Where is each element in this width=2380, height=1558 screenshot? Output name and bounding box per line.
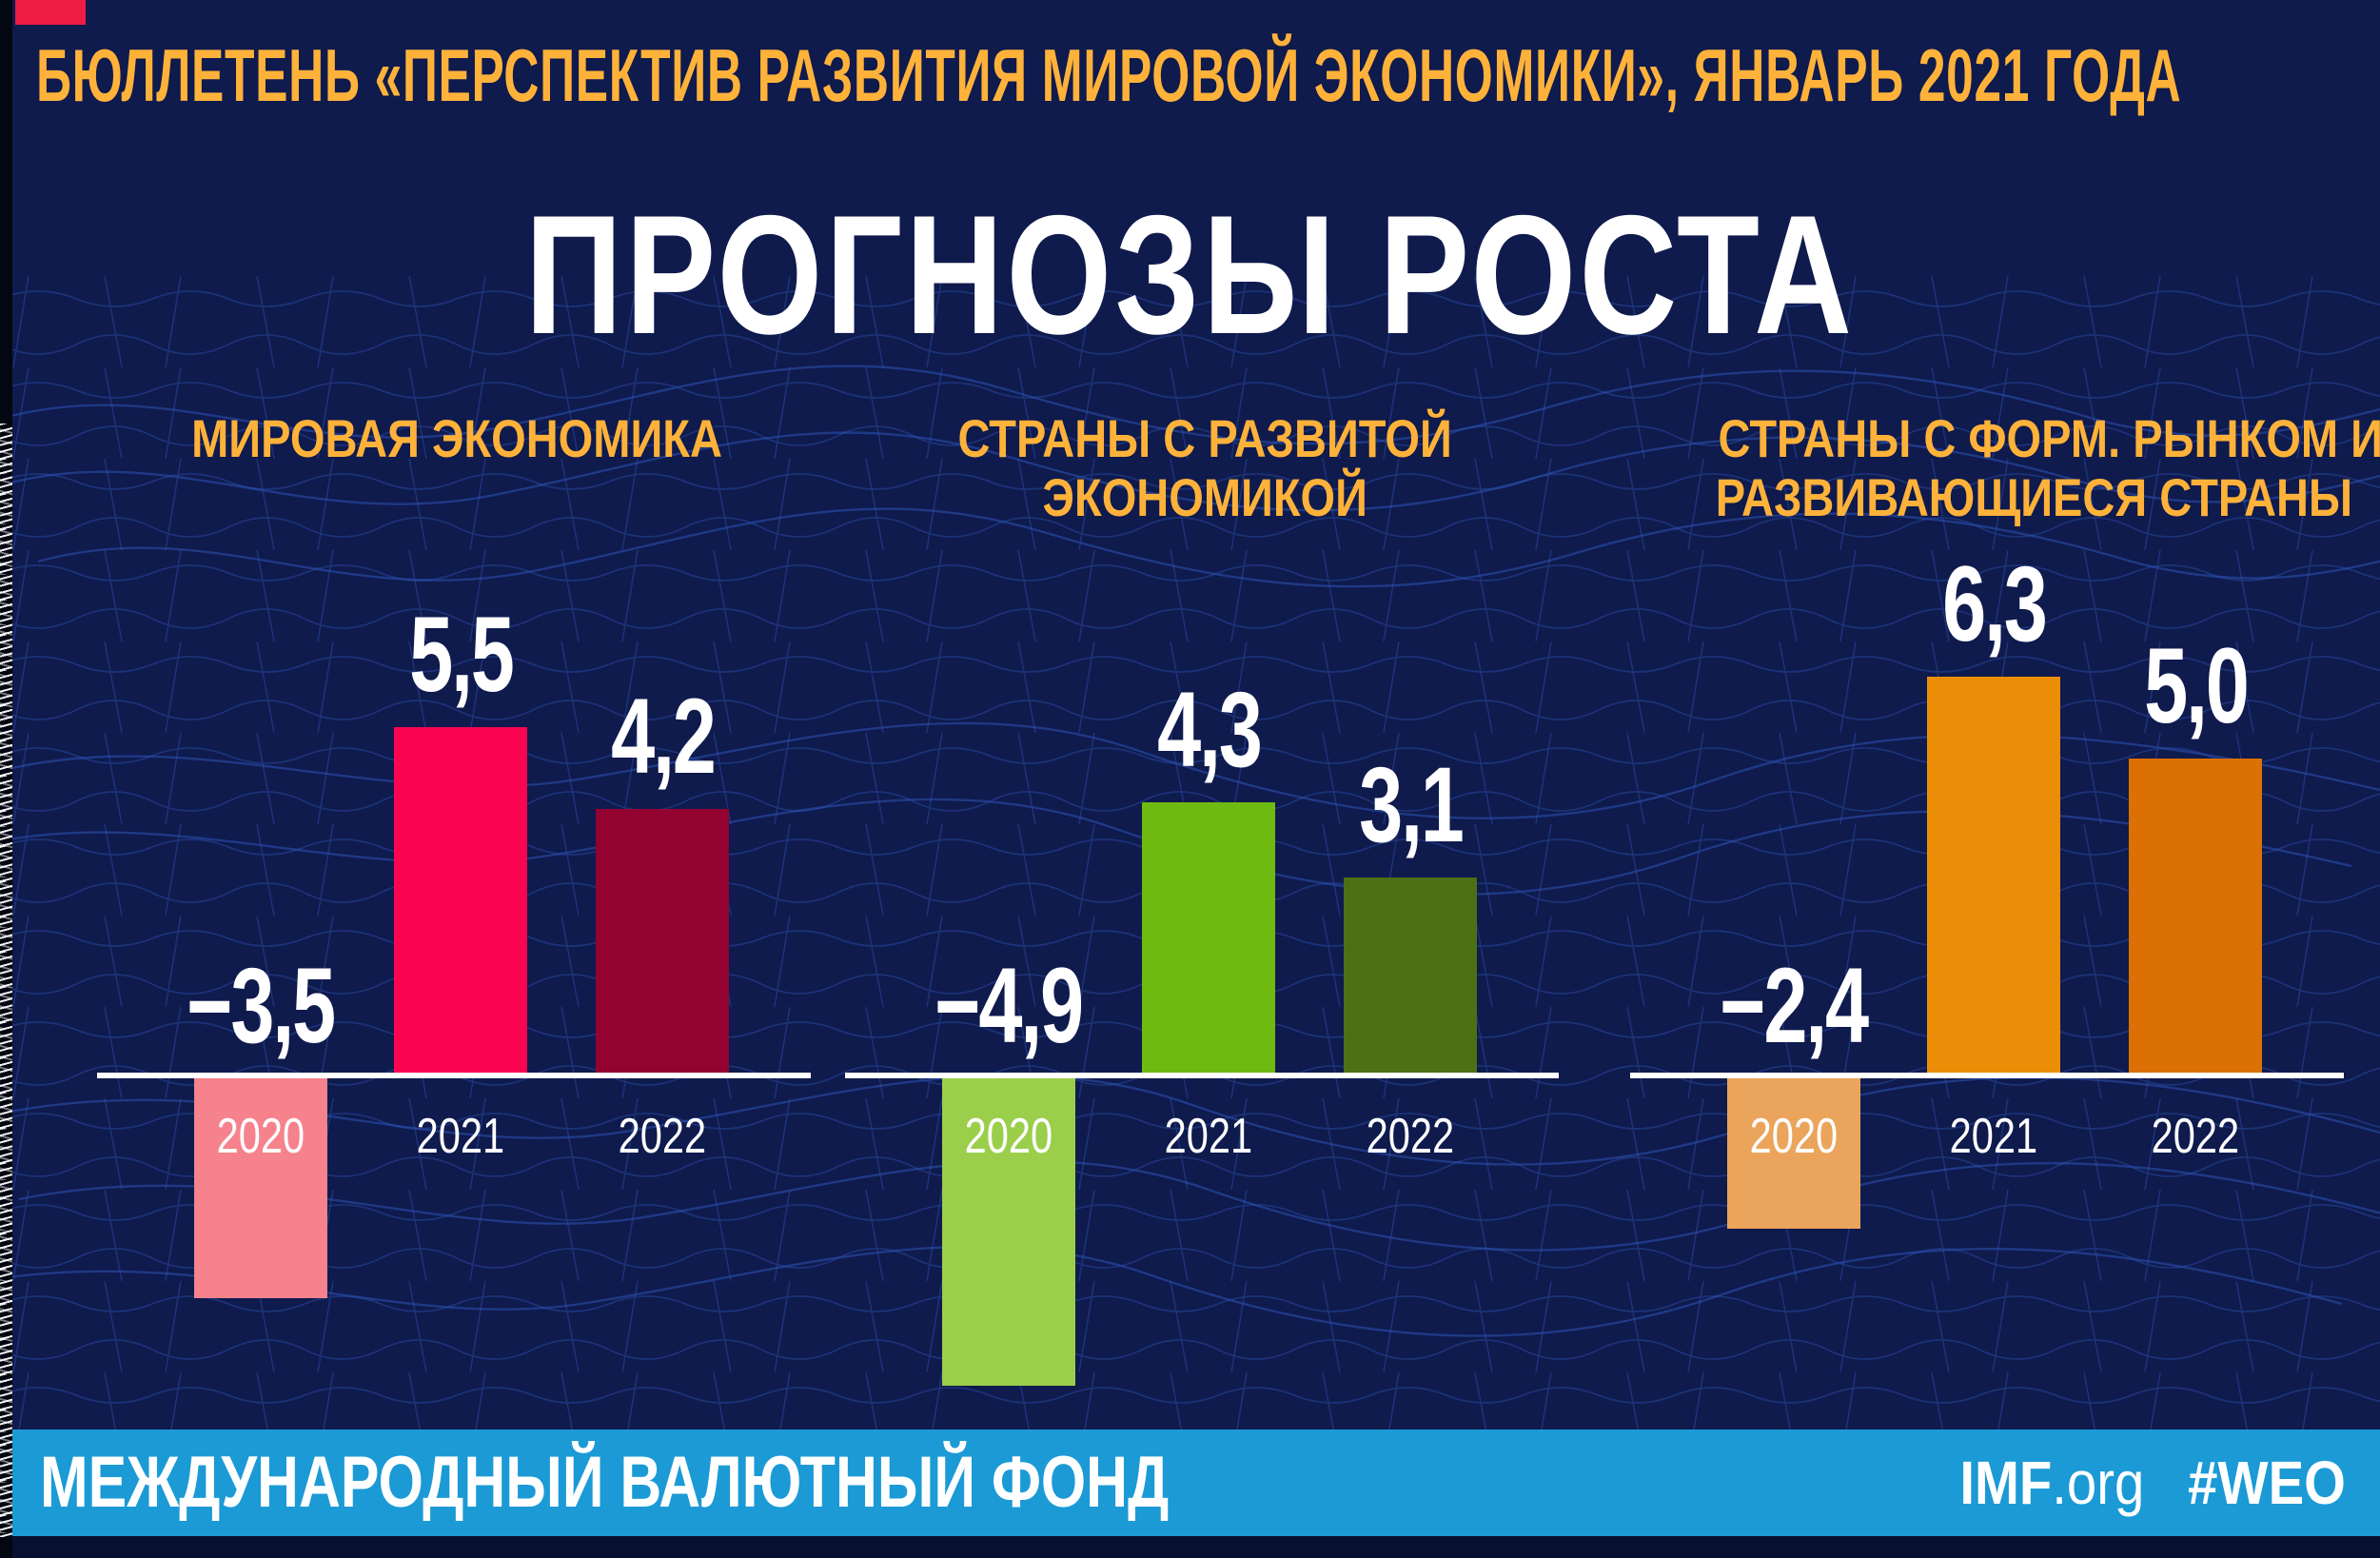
year-label-2021: 2021 bbox=[1949, 1109, 2038, 1164]
bar-2021 bbox=[1142, 802, 1275, 1073]
plot-area: 4,3 3,1 −4,9 bbox=[870, 0, 1541, 1073]
value-label-2020: −3,5 bbox=[187, 946, 337, 1065]
bar-2022 bbox=[1344, 878, 1477, 1073]
imf-org-suffix: .org bbox=[2052, 1449, 2145, 1517]
section-title-line-1: МИРОВАЯ ЭКОНОМИКА bbox=[191, 408, 723, 468]
year-label-2021: 2021 bbox=[416, 1109, 505, 1164]
edge-scratch-marks bbox=[0, 424, 12, 1537]
page-title: ПРОГНОЗЫ РОСТА bbox=[0, 177, 2380, 372]
bar-2022 bbox=[2129, 759, 2262, 1073]
chart-group-world-economy: МИРОВАЯ ЭКОНОМИКА 5,5 4,2 −3,5 2020 2021… bbox=[97, 0, 811, 1558]
section-title: МИРОВАЯ ЭКОНОМИКА bbox=[122, 409, 793, 527]
page-title-text: ПРОГНОЗЫ РОСТА bbox=[524, 180, 1856, 369]
bulletin-line-text: БЮЛЛЕТЕНЬ «ПЕРСПЕКТИВ РАЗВИТИЯ МИРОВОЙ Э… bbox=[36, 33, 2182, 117]
section-title-line-1: СТРАНЫ С ФОРМ. РЫНКОМ И bbox=[1718, 408, 2380, 468]
value-label-2021: 5,5 bbox=[408, 595, 515, 714]
bar-2020 bbox=[194, 1078, 327, 1298]
corner-red-mark bbox=[15, 0, 86, 25]
chart-group-emerging-developing: СТРАНЫ С ФОРМ. РЫНКОМ И РАЗВИВАЮЩИЕСЯ СТ… bbox=[1630, 0, 2380, 1558]
year-label-2022: 2022 bbox=[2151, 1109, 2240, 1164]
footer-links: IMF.org #WEO bbox=[1959, 1430, 2346, 1536]
value-label-2021: 4,3 bbox=[1156, 670, 1263, 790]
section-title: СТРАНЫ С РАЗВИТОЙ ЭКОНОМИКОЙ bbox=[870, 409, 1541, 527]
footer-band: МЕЖДУНАРОДНЫЙ ВАЛЮТНЫЙ ФОНД IMF.org #WEO bbox=[0, 1430, 2380, 1536]
axis-baseline bbox=[97, 1073, 811, 1078]
value-label-2022: 3,1 bbox=[1358, 745, 1465, 865]
bar-2021 bbox=[394, 727, 527, 1073]
value-label-2021: 6,3 bbox=[1941, 544, 2048, 664]
section-title-line-2: ЭКОНОМИКОЙ bbox=[1042, 467, 1368, 527]
bulletin-line: БЮЛЛЕТЕНЬ «ПЕРСПЕКТИВ РАЗВИТИЯ МИРОВОЙ Э… bbox=[36, 32, 2358, 119]
year-label-2020: 2020 bbox=[964, 1109, 1053, 1164]
year-label-2022: 2022 bbox=[618, 1109, 707, 1164]
imf-name: МЕЖДУНАРОДНЫЙ ВАЛЮТНЫЙ ФОНД bbox=[40, 1442, 1170, 1523]
value-label-2022: 4,2 bbox=[610, 676, 717, 796]
year-label-2022: 2022 bbox=[1366, 1109, 1455, 1164]
below-axis-area bbox=[870, 1078, 1541, 1459]
axis-baseline bbox=[1630, 1073, 2344, 1078]
bottom-dark-strip bbox=[0, 1536, 2380, 1558]
value-label-2020: −2,4 bbox=[1720, 946, 1870, 1065]
chart-group-advanced-economies: СТРАНЫ С РАЗВИТОЙ ЭКОНОМИКОЙ 4,3 3,1 −4,… bbox=[845, 0, 1559, 1558]
axis-baseline bbox=[845, 1073, 1559, 1078]
year-label-2020: 2020 bbox=[1749, 1109, 1839, 1164]
plot-area: 5,5 4,2 −3,5 bbox=[122, 0, 793, 1073]
bar-2022 bbox=[596, 808, 729, 1073]
value-label-2020: −4,9 bbox=[934, 946, 1085, 1065]
section-title-line-1: СТРАНЫ С РАЗВИТОЙ bbox=[957, 408, 1453, 468]
below-axis-area bbox=[122, 1078, 793, 1459]
year-label-2020: 2020 bbox=[216, 1109, 305, 1164]
section-title: СТРАНЫ С ФОРМ. РЫНКОМ И РАЗВИВАЮЩИЕСЯ СТ… bbox=[1655, 408, 2380, 527]
year-label-2021: 2021 bbox=[1164, 1109, 1253, 1164]
plot-area: 6,3 5,0 −2,4 bbox=[1655, 0, 2326, 1073]
value-label-2022: 5,0 bbox=[2143, 626, 2250, 745]
bar-2021 bbox=[1927, 677, 2060, 1073]
bar-2020 bbox=[942, 1078, 1075, 1387]
imf-org-bold: IMF bbox=[1959, 1449, 2053, 1517]
weo-hashtag: #WEO bbox=[2188, 1449, 2346, 1517]
bar-2020 bbox=[1727, 1078, 1860, 1230]
section-title-line-2: РАЗВИВАЮЩИЕСЯ СТРАНЫ bbox=[1715, 467, 2353, 527]
below-axis-area bbox=[1655, 1078, 2326, 1459]
